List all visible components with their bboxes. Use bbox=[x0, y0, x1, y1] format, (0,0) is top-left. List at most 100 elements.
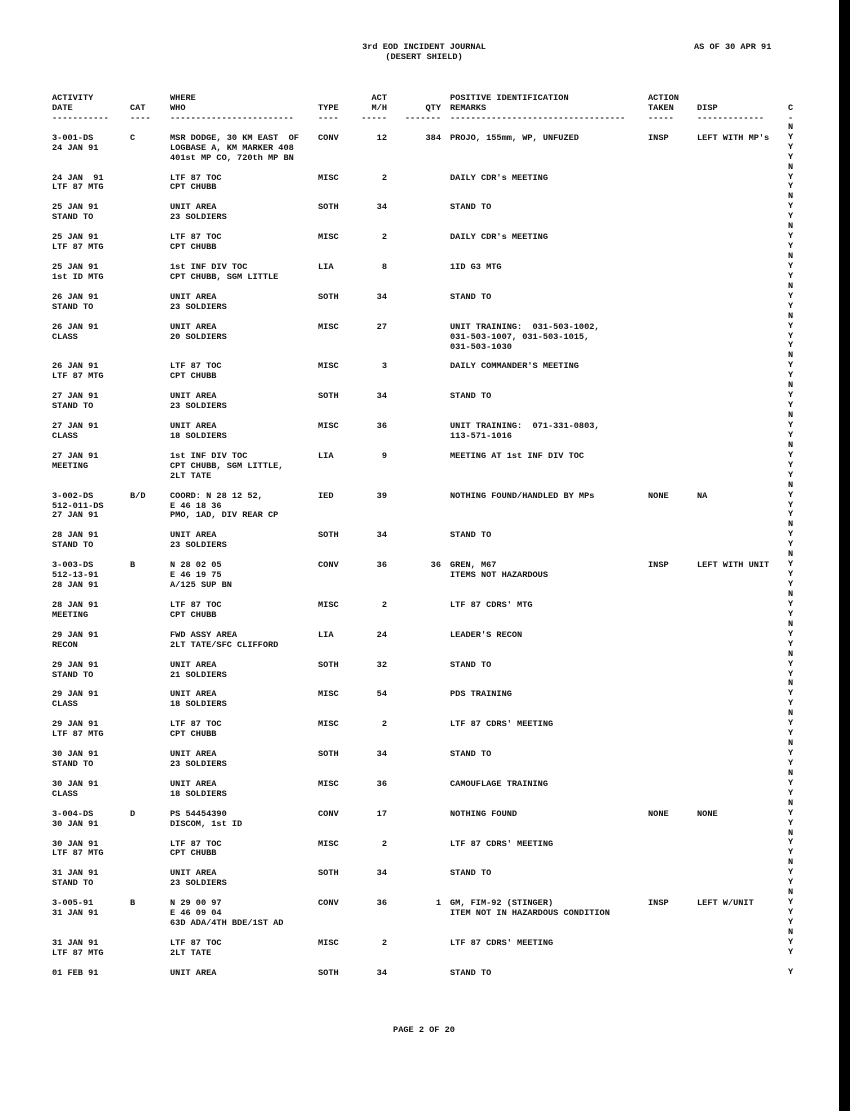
column-header-action: ACTION bbox=[648, 93, 679, 103]
cell-type: MISC bbox=[318, 172, 339, 183]
scan-edge bbox=[839, 0, 850, 1111]
cell-act: 34 bbox=[376, 202, 387, 213]
column-header-date: ----------- bbox=[52, 112, 109, 123]
cell-act: 17 bbox=[376, 808, 387, 819]
cell-type: CONV bbox=[318, 560, 339, 571]
c-flags: NYY bbox=[788, 857, 794, 888]
cell-date: LTF 87 MTG bbox=[52, 371, 104, 382]
cell-type: SOTH bbox=[318, 291, 339, 302]
cell-act: 8 bbox=[381, 261, 387, 272]
cell-date: CLASS bbox=[52, 331, 78, 342]
cell-act: 34 bbox=[376, 749, 387, 760]
cell-remarks: 113-571-1016 bbox=[450, 430, 512, 441]
cell-date: 27 JAN 91 bbox=[52, 510, 99, 521]
cell-date: MEETING bbox=[52, 609, 89, 620]
cell-remarks: LEADER'S RECON bbox=[450, 629, 523, 640]
cell-remarks: STAND TO bbox=[450, 868, 492, 879]
cell-remarks: PROJO, 155mm, WP, UNFUZED bbox=[450, 132, 579, 143]
cell-date: STAND TO bbox=[52, 401, 94, 412]
cell-type: SOTH bbox=[318, 967, 339, 978]
cell-date: 30 JAN 91 bbox=[52, 818, 99, 829]
cell-where: UNIT AREA bbox=[170, 291, 217, 302]
cell-where: CPT CHUBB bbox=[170, 609, 217, 620]
cell-cat: B bbox=[130, 560, 136, 571]
cell-act: 24 bbox=[376, 629, 387, 640]
column-header-cat: CAT bbox=[130, 102, 146, 113]
cell-type: MISC bbox=[318, 937, 339, 948]
c-flags: NYY bbox=[788, 519, 794, 550]
cell-where: LTF 87 TOC bbox=[170, 937, 222, 948]
cell-where: UNIT AREA bbox=[170, 868, 217, 879]
column-header-remarks: POSITIVE IDENTIFICATION bbox=[450, 93, 569, 103]
cell-where: MSR DODGE, 30 KM EAST OF bbox=[170, 132, 299, 143]
cell-act: 36 bbox=[376, 898, 387, 909]
cell-where: DISCOM, 1st ID bbox=[170, 818, 243, 829]
cell-date: 512-13-91 bbox=[52, 570, 99, 581]
cell-where: UNIT AREA bbox=[170, 659, 217, 670]
c-flags: NYY bbox=[788, 648, 794, 679]
cell-act: 2 bbox=[381, 599, 387, 610]
cell-type: SOTH bbox=[318, 202, 339, 213]
cell-type: MISC bbox=[318, 232, 339, 243]
cell-where: 2LT TATE bbox=[170, 947, 212, 958]
cell-remarks: STAND TO bbox=[450, 659, 492, 670]
cell-where: 18 SOLDIERS bbox=[170, 430, 227, 441]
cell-date: STAND TO bbox=[52, 212, 94, 223]
cell-remarks: GREN, M67 bbox=[450, 560, 497, 571]
column-header-act: ----- bbox=[361, 112, 387, 123]
cell-where: 21 SOLDIERS bbox=[170, 669, 227, 680]
cell-act: 36 bbox=[376, 778, 387, 789]
c-flags: NYY bbox=[788, 926, 794, 957]
cell-where: 2LT TATE/SFC CLIFFORD bbox=[170, 639, 279, 650]
cell-act: 12 bbox=[376, 132, 387, 143]
cell-where: CPT CHUBB bbox=[170, 729, 217, 740]
cell-date: 27 JAN 91 bbox=[52, 421, 99, 432]
cell-action: NONE bbox=[648, 808, 669, 819]
cell-date: LTF 87 MTG bbox=[52, 848, 104, 859]
cell-remarks: STAND TO bbox=[450, 202, 492, 213]
cell-disp: NONE bbox=[697, 808, 718, 819]
document-subtitle: (DESERT SHIELD) bbox=[385, 52, 463, 62]
column-header-type: TYPE bbox=[318, 102, 339, 113]
cell-date: 30 JAN 91 bbox=[52, 838, 99, 849]
c-flags: NYY bbox=[788, 280, 794, 311]
column-header-where: WHO bbox=[170, 102, 186, 113]
cell-type: MISC bbox=[318, 321, 339, 332]
cell-act: 2 bbox=[381, 838, 387, 849]
cell-where: UNIT AREA bbox=[170, 749, 217, 760]
cell-where: PMO, 1AD, DIV REAR CP bbox=[170, 510, 279, 521]
cell-cat: B/D bbox=[130, 490, 146, 501]
cell-where: UNIT AREA bbox=[170, 202, 217, 213]
cell-remarks: MEETING AT 1st INF DIV TOC bbox=[450, 450, 585, 461]
c-flags: NYY bbox=[788, 767, 794, 798]
cell-date: RECON bbox=[52, 639, 78, 650]
cell-act: 34 bbox=[376, 291, 387, 302]
cell-type: MISC bbox=[318, 778, 339, 789]
cell-qty: 1 bbox=[435, 898, 441, 909]
c-flags: NYY bbox=[788, 410, 794, 440]
column-header-cat: ---- bbox=[130, 112, 151, 123]
c-flags: NYY bbox=[788, 221, 794, 252]
cell-action: INSP bbox=[648, 132, 669, 143]
column-header-where: ------------------------ bbox=[170, 112, 294, 123]
cell-type: MISC bbox=[318, 599, 339, 610]
cell-where: PS 54454390 bbox=[170, 808, 227, 819]
cell-type: SOTH bbox=[318, 659, 339, 670]
cell-remarks: STAND TO bbox=[450, 391, 492, 402]
cell-date: 29 JAN 91 bbox=[52, 689, 99, 700]
cell-action: INSP bbox=[648, 898, 669, 909]
cell-type: LIA bbox=[318, 629, 334, 640]
cell-date: STAND TO bbox=[52, 669, 94, 680]
page-number: PAGE 2 OF 20 bbox=[393, 1025, 455, 1035]
c-flags: NYYY bbox=[788, 479, 794, 520]
cell-act: 2 bbox=[381, 172, 387, 183]
cell-date: 25 JAN 91 bbox=[52, 202, 99, 213]
cell-remarks: LTF 87 CDRS' MTG bbox=[450, 599, 533, 610]
cell-date: 25 JAN 91 bbox=[52, 261, 99, 272]
c-flags: NYY bbox=[788, 191, 794, 222]
cell-date: LTF 87 MTG bbox=[52, 242, 104, 253]
cell-remarks: DAILY CDR's MEETING bbox=[450, 172, 548, 183]
cell-where: UNIT AREA bbox=[170, 967, 217, 978]
cell-date: 31 JAN 91 bbox=[52, 908, 99, 919]
cell-date: 3-002-DS bbox=[52, 490, 94, 501]
